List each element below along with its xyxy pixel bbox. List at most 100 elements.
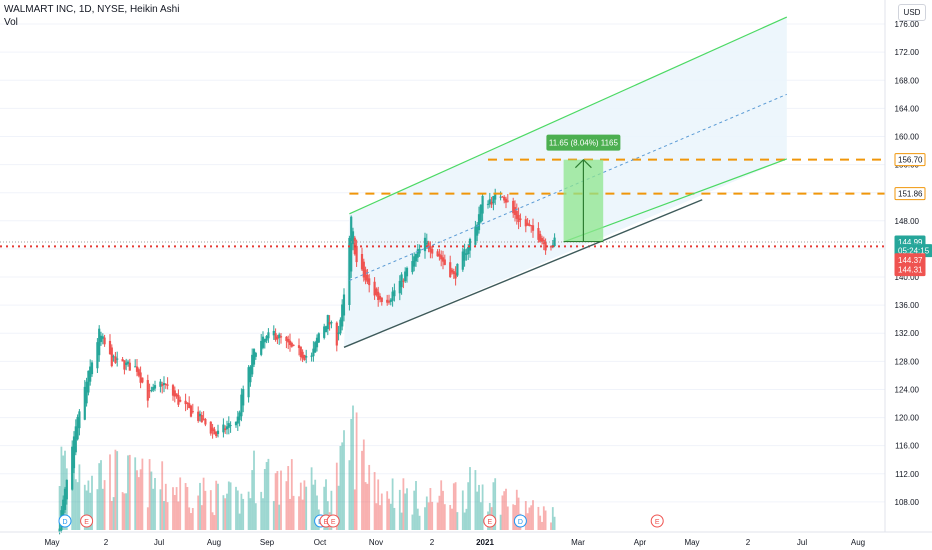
candle — [276, 336, 279, 340]
candle — [476, 224, 479, 236]
volume-bar — [89, 492, 92, 530]
volume-bar — [505, 488, 507, 530]
candle — [134, 366, 137, 368]
volume-bar — [242, 498, 245, 530]
volume-bar — [530, 505, 533, 530]
volume-bar — [353, 489, 356, 530]
volume-bar — [343, 430, 345, 530]
candle — [339, 319, 342, 334]
candle — [452, 271, 455, 275]
volume-bar — [388, 498, 390, 530]
volume-bar — [325, 479, 327, 530]
volume-bar — [238, 513, 241, 530]
candle — [528, 224, 531, 227]
candle — [405, 267, 409, 277]
candle — [146, 380, 149, 401]
volume-bar — [260, 491, 263, 530]
volume-bar — [290, 459, 293, 530]
candle — [278, 334, 281, 338]
volume-bar — [506, 506, 509, 530]
event-marker-earnings — [80, 514, 94, 528]
candle — [128, 362, 131, 371]
volume-bar — [377, 479, 380, 530]
volume-bar — [479, 502, 482, 530]
volume-bar — [492, 482, 495, 530]
volume-bar — [197, 495, 200, 530]
candle — [429, 245, 432, 253]
candle — [440, 255, 443, 260]
candle — [63, 488, 67, 510]
price-tick-label: 136.00 — [895, 301, 920, 310]
candle — [337, 332, 340, 335]
event-marker-label: E — [331, 519, 336, 526]
volume-bar — [179, 477, 182, 530]
price-tick-label: 128.00 — [895, 357, 920, 366]
volume-bar — [330, 490, 333, 530]
volume-bar — [103, 480, 106, 530]
candle — [62, 499, 65, 521]
volume-bar — [454, 482, 457, 530]
volume-bar — [526, 513, 529, 530]
price-tick-label: 124.00 — [895, 385, 920, 394]
candle — [108, 340, 112, 355]
time-tick-label: Jul — [154, 538, 164, 547]
candle — [506, 200, 509, 202]
volume-bar — [361, 450, 363, 530]
event-marker-label: E — [84, 519, 89, 526]
volume-bar — [154, 478, 156, 530]
volume-bar — [287, 466, 290, 530]
volume-bar — [418, 515, 421, 530]
volume-bar — [274, 473, 277, 530]
volume-bar — [335, 462, 338, 530]
candle — [137, 369, 140, 376]
volume-bar — [323, 486, 326, 530]
candle — [215, 431, 218, 437]
candle — [290, 342, 293, 347]
candle — [477, 214, 481, 231]
candle — [287, 338, 290, 343]
candle — [375, 288, 378, 295]
candle — [454, 272, 457, 279]
candle — [116, 358, 119, 360]
volume-bar — [512, 504, 515, 530]
candle — [211, 427, 214, 431]
measure-arrow-head — [574, 158, 592, 169]
candle — [456, 263, 459, 276]
volume-bar — [204, 490, 207, 530]
volume-bar — [528, 507, 531, 530]
candle — [71, 446, 74, 490]
candle — [553, 237, 556, 246]
volume-bar — [391, 478, 394, 530]
candle — [326, 315, 329, 330]
volume-bar — [73, 461, 75, 530]
volume-bar — [91, 475, 93, 530]
volume-bar — [305, 486, 308, 530]
volume-bar — [406, 488, 408, 530]
candle — [389, 299, 392, 302]
volume-bar — [364, 482, 367, 530]
candle — [513, 207, 517, 215]
volume-bar — [254, 503, 257, 530]
volume-bar — [461, 490, 464, 530]
candle — [229, 425, 232, 427]
candle — [247, 367, 250, 398]
candle — [126, 361, 130, 364]
candle — [393, 290, 396, 297]
measure-label-text: 11.65 (8.04%) 1165 — [549, 139, 619, 148]
volume-bar — [265, 462, 268, 530]
volume-bar — [236, 490, 239, 530]
candle — [83, 386, 86, 420]
volume-bar — [355, 412, 358, 530]
price-tag-bg — [894, 187, 926, 201]
candle — [524, 219, 527, 227]
volume-bar — [476, 491, 479, 530]
candle — [76, 416, 79, 440]
candle — [162, 383, 166, 386]
volume-bar — [226, 493, 228, 530]
candle — [242, 389, 245, 406]
candle — [189, 405, 193, 417]
candle — [288, 340, 292, 346]
currency-button[interactable]: USD — [898, 4, 926, 21]
